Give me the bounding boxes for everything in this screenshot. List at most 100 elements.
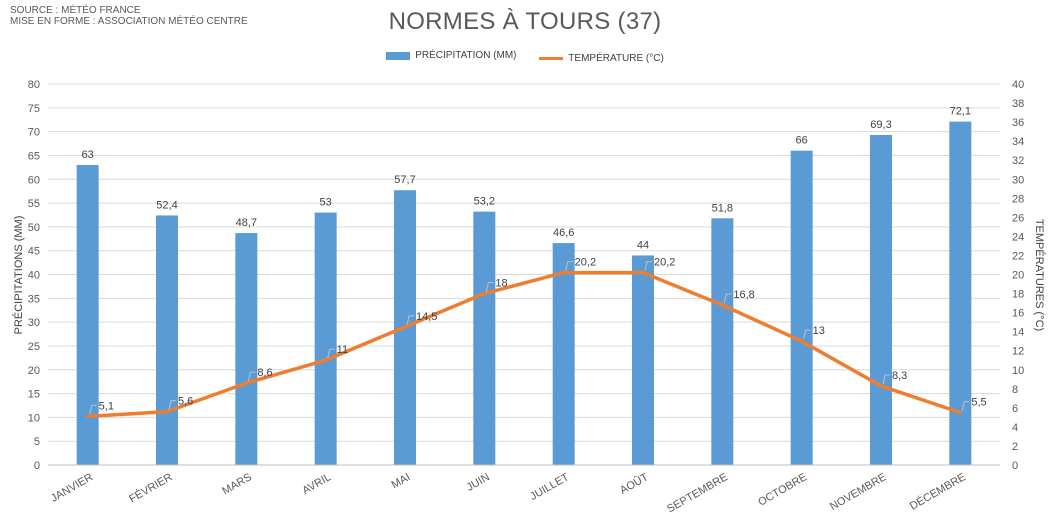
precipitation-bar	[156, 215, 178, 465]
precipitation-data-label: 72,1	[950, 106, 971, 118]
right-tick-label: 12	[1012, 346, 1024, 358]
category-label: DÉCEMBRE	[907, 470, 967, 512]
right-tick-label: 24	[1012, 231, 1024, 243]
right-tick-label: 30	[1012, 174, 1024, 186]
temperature-data-label: 16,8	[733, 289, 754, 301]
left-tick-label: 65	[28, 150, 40, 162]
right-tick-label: 0	[1012, 460, 1018, 472]
precipitation-bar	[632, 255, 654, 465]
precipitation-data-label: 57,7	[394, 174, 415, 186]
category-label: JANVIER	[49, 471, 95, 505]
left-tick-label: 15	[28, 389, 40, 401]
left-tick-label: 20	[28, 365, 40, 377]
left-tick-label: 35	[28, 293, 40, 305]
right-tick-label: 22	[1012, 250, 1024, 262]
precipitation-bar	[314, 212, 337, 465]
data-label-leader	[961, 401, 970, 411]
precipitation-bar	[711, 218, 734, 465]
category-label: JUILLET	[528, 471, 571, 503]
left-tick-label: 75	[28, 103, 40, 115]
data-label-leader	[168, 400, 176, 410]
left-tick-label: 40	[28, 270, 40, 282]
category-label: MAI	[390, 471, 413, 491]
category-label: SEPTEMBRE	[665, 471, 730, 515]
precipitation-data-label: 69,3	[870, 119, 891, 131]
right-tick-label: 28	[1012, 193, 1024, 205]
precipitation-data-label: 53,2	[474, 196, 495, 208]
right-tick-label: 32	[1012, 155, 1024, 167]
category-label: NOVEMBRE	[828, 471, 889, 513]
formatting-line: MISE EN FORME : ASSOCIATION MÉTÉO CENTRE	[10, 16, 248, 27]
data-label-leader	[723, 293, 732, 304]
temperature-data-label: 18	[495, 278, 507, 290]
temperature-data-label: 8,3	[892, 370, 907, 382]
category-label: FÉVRIER	[127, 470, 175, 505]
right-tick-label: 8	[1012, 384, 1018, 396]
temperature-data-label: 5,1	[99, 400, 114, 412]
temperature-data-label: 8,6	[257, 367, 272, 379]
right-tick-label: 10	[1012, 365, 1024, 377]
gridlines	[48, 83, 1000, 466]
legend-label-temperature: TEMPÉRATURE (°C)	[568, 52, 664, 64]
right-tick-label: 40	[1012, 79, 1024, 91]
source-note: SOURCE : MÉTÉO FRANCE MISE EN FORME : AS…	[10, 5, 248, 27]
category-label: OCTOBRE	[756, 471, 809, 508]
temperature-data-label: 20,2	[654, 257, 675, 269]
precipitation-bars: 63 52,4 48,7 53 57,7 53,2 46,6 44 51,8 66 69,3 72,1	[76, 106, 972, 466]
legend: PRÉCIPITATION (MM) TEMPÉRATURE (°C)	[0, 50, 1050, 64]
left-tick-label: 70	[28, 127, 40, 139]
right-tick-label: 26	[1012, 212, 1024, 224]
precipitation-data-label: 63	[82, 149, 94, 161]
left-tick-label: 30	[28, 317, 40, 329]
left-axis-label: PRÉCIPITATIONS (MM)	[12, 216, 25, 335]
temperature-data-label: 5,6	[178, 396, 193, 408]
left-tick-label: 10	[28, 412, 40, 424]
left-tick-label: 25	[28, 341, 40, 353]
right-axis-label: TEMPÉRATURES (°C)	[1033, 219, 1046, 331]
left-axis-ticks: 0 5 10 15 20 25 30 35 40 45 50 55 60 65 70 75 80	[28, 79, 40, 472]
precipitation-data-label: 51,8	[712, 202, 733, 214]
temperature-data-label: 13	[813, 325, 825, 337]
data-label-leader	[882, 374, 890, 385]
temperature-data-label: 11	[337, 344, 348, 356]
temperature-data-label: 5,5	[971, 397, 986, 409]
temperature-data-label: 20,2	[575, 257, 596, 269]
right-tick-label: 14	[1012, 327, 1024, 339]
category-label: JUIN	[465, 471, 492, 494]
left-tick-label: 80	[28, 79, 40, 91]
right-tick-label: 36	[1012, 117, 1024, 129]
precipitation-bar	[949, 121, 972, 465]
left-tick-label: 60	[28, 174, 40, 186]
right-tick-label: 38	[1012, 98, 1024, 110]
data-label-leader	[89, 404, 97, 415]
left-tick-label: 45	[28, 246, 40, 258]
data-label-leader	[327, 348, 335, 359]
right-tick-label: 34	[1012, 136, 1024, 148]
left-tick-label: 55	[28, 198, 40, 210]
right-tick-label: 2	[1012, 441, 1018, 453]
temperature-line: 5,1 5,6 8,6 11 14,5 18 20,2 20,2 16,8 13 8,3 5,5	[48, 257, 1000, 466]
category-label: AOÛT	[618, 470, 651, 497]
precipitation-bar	[790, 150, 813, 466]
precipitation-bar	[76, 164, 99, 465]
data-label-leader	[406, 315, 414, 325]
category-axis-ticks: JANVIER FÉVRIER MARS AVRIL MAI JUIN JUILLET AOÛ…	[49, 470, 968, 515]
precipitation-bar	[235, 233, 258, 465]
precipitation-bar	[870, 134, 892, 466]
left-tick-label: 5	[34, 436, 40, 448]
right-tick-label: 18	[1012, 289, 1024, 301]
precipitation-data-label: 48,7	[236, 217, 257, 229]
right-tick-label: 4	[1012, 422, 1018, 434]
category-label: AVRIL	[300, 471, 333, 497]
precipitation-bar	[552, 243, 575, 465]
left-tick-label: 50	[28, 222, 40, 234]
right-tick-label: 16	[1012, 308, 1024, 320]
legend-item-precipitation: PRÉCIPITATION (MM)	[386, 50, 517, 61]
right-tick-label: 20	[1012, 270, 1024, 282]
legend-label-precipitation: PRÉCIPITATION (MM)	[415, 50, 517, 61]
data-label-leader	[485, 282, 494, 292]
temperature-series-line	[85, 270, 963, 419]
source-line: SOURCE : MÉTÉO FRANCE	[10, 5, 141, 16]
temperature-data-label: 14,5	[416, 311, 437, 323]
